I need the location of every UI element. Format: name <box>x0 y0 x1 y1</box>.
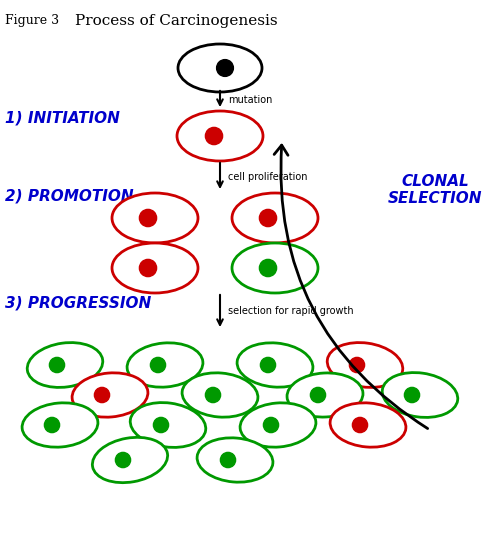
Ellipse shape <box>177 111 263 161</box>
Text: selection for rapid growth: selection for rapid growth <box>227 306 353 316</box>
Text: CLONAL
SELECTION: CLONAL SELECTION <box>387 174 481 206</box>
Text: 3) PROGRESSION: 3) PROGRESSION <box>5 295 151 310</box>
Circle shape <box>260 357 275 373</box>
Ellipse shape <box>381 373 457 418</box>
Circle shape <box>259 209 276 226</box>
Ellipse shape <box>287 373 362 417</box>
Circle shape <box>263 418 278 433</box>
Circle shape <box>205 128 222 145</box>
Circle shape <box>404 387 419 403</box>
Circle shape <box>139 209 156 226</box>
Circle shape <box>310 387 325 403</box>
Circle shape <box>153 418 168 433</box>
Ellipse shape <box>239 403 315 447</box>
Circle shape <box>220 452 235 468</box>
Text: mutation: mutation <box>227 95 272 105</box>
Ellipse shape <box>330 403 405 447</box>
Ellipse shape <box>236 343 312 387</box>
FancyArrowPatch shape <box>274 145 427 428</box>
Ellipse shape <box>231 243 317 293</box>
Text: 2) PROMOTION: 2) PROMOTION <box>5 189 133 203</box>
Circle shape <box>352 418 367 433</box>
Circle shape <box>94 387 109 403</box>
Circle shape <box>44 418 60 433</box>
Ellipse shape <box>327 343 402 388</box>
Circle shape <box>205 387 220 403</box>
Circle shape <box>150 357 165 373</box>
Text: 1) INITIATION: 1) INITIATION <box>5 111 120 125</box>
Ellipse shape <box>72 373 148 417</box>
Ellipse shape <box>112 193 197 243</box>
Text: Figure 3: Figure 3 <box>5 14 59 27</box>
Ellipse shape <box>22 403 98 447</box>
Circle shape <box>349 357 364 373</box>
Ellipse shape <box>130 403 205 447</box>
Ellipse shape <box>27 343 103 388</box>
Ellipse shape <box>231 193 317 243</box>
Circle shape <box>259 260 276 277</box>
Text: Process of Carcinogenesis: Process of Carcinogenesis <box>75 14 277 28</box>
Ellipse shape <box>92 437 167 483</box>
Ellipse shape <box>197 438 273 482</box>
Circle shape <box>216 60 233 76</box>
Circle shape <box>139 260 156 277</box>
Ellipse shape <box>127 343 202 387</box>
Circle shape <box>115 452 130 468</box>
Text: cell proliferation: cell proliferation <box>227 172 307 182</box>
Ellipse shape <box>182 373 258 417</box>
Ellipse shape <box>112 243 197 293</box>
Circle shape <box>49 357 65 373</box>
Ellipse shape <box>178 44 262 92</box>
